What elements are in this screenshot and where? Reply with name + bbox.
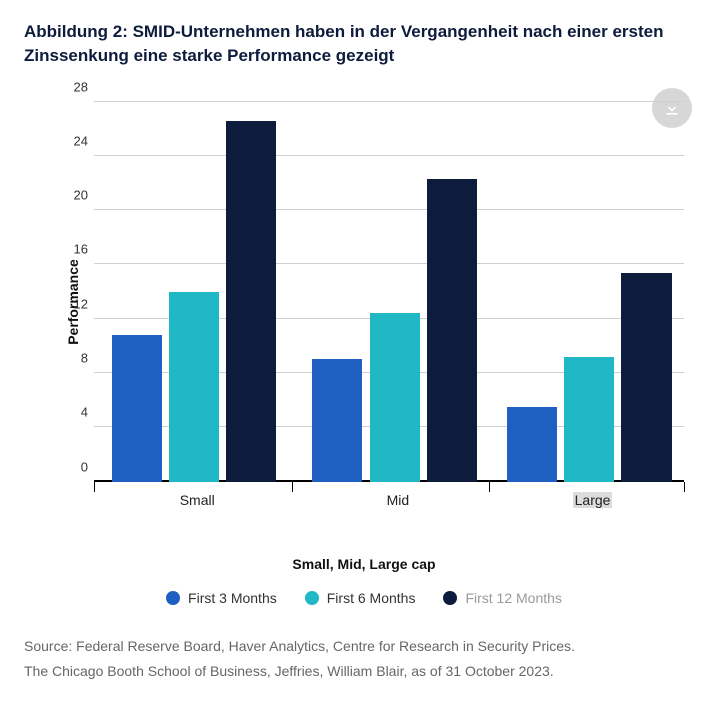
source-text: Source: Federal Reserve Board, Haver Ana… bbox=[24, 634, 704, 684]
y-tick-label: 28 bbox=[64, 79, 88, 94]
bar bbox=[564, 357, 614, 482]
legend-dot bbox=[443, 591, 457, 605]
chart-container: Performance 0481216202428SmallMidLarge bbox=[74, 92, 684, 512]
source-line: The Chicago Booth School of Business, Je… bbox=[24, 659, 704, 684]
x-category-label: Mid bbox=[312, 492, 483, 508]
y-tick-label: 12 bbox=[64, 296, 88, 311]
plot-area: 0481216202428SmallMidLarge bbox=[94, 102, 684, 482]
legend-label: First 3 Months bbox=[188, 590, 277, 606]
bar bbox=[370, 313, 420, 481]
x-category-label: Large bbox=[507, 492, 678, 508]
legend-label: First 12 Months bbox=[465, 590, 561, 606]
legend-label: First 6 Months bbox=[327, 590, 416, 606]
y-tick-label: 4 bbox=[64, 405, 88, 420]
x-axis-label: Small, Mid, Large cap bbox=[24, 556, 704, 572]
legend-item[interactable]: First 6 Months bbox=[305, 590, 416, 606]
bar bbox=[312, 359, 362, 481]
source-line: Source: Federal Reserve Board, Haver Ana… bbox=[24, 634, 704, 659]
bar bbox=[112, 335, 162, 482]
x-axis-tick bbox=[94, 482, 95, 492]
bar bbox=[169, 292, 219, 482]
chart-title: Abbildung 2: SMID-Unternehmen haben in d… bbox=[24, 20, 704, 68]
y-tick-label: 16 bbox=[64, 242, 88, 257]
gridline bbox=[94, 263, 684, 264]
legend-dot bbox=[166, 591, 180, 605]
legend-item[interactable]: First 3 Months bbox=[166, 590, 277, 606]
y-tick-label: 0 bbox=[64, 459, 88, 474]
legend-item[interactable]: First 12 Months bbox=[443, 590, 561, 606]
x-axis-tick bbox=[684, 482, 685, 492]
bar bbox=[226, 121, 276, 482]
legend: First 3 Months First 6 Months First 12 Mon… bbox=[24, 590, 704, 606]
y-tick-label: 20 bbox=[64, 188, 88, 203]
x-axis-tick bbox=[489, 482, 490, 492]
bar bbox=[507, 407, 557, 482]
gridline bbox=[94, 101, 684, 102]
bar bbox=[621, 273, 671, 482]
gridline bbox=[94, 155, 684, 156]
bar bbox=[427, 179, 477, 482]
y-tick-label: 24 bbox=[64, 133, 88, 148]
legend-dot bbox=[305, 591, 319, 605]
y-tick-label: 8 bbox=[64, 351, 88, 366]
gridline bbox=[94, 209, 684, 210]
x-category-label: Small bbox=[112, 492, 283, 508]
x-axis-tick bbox=[292, 482, 293, 492]
